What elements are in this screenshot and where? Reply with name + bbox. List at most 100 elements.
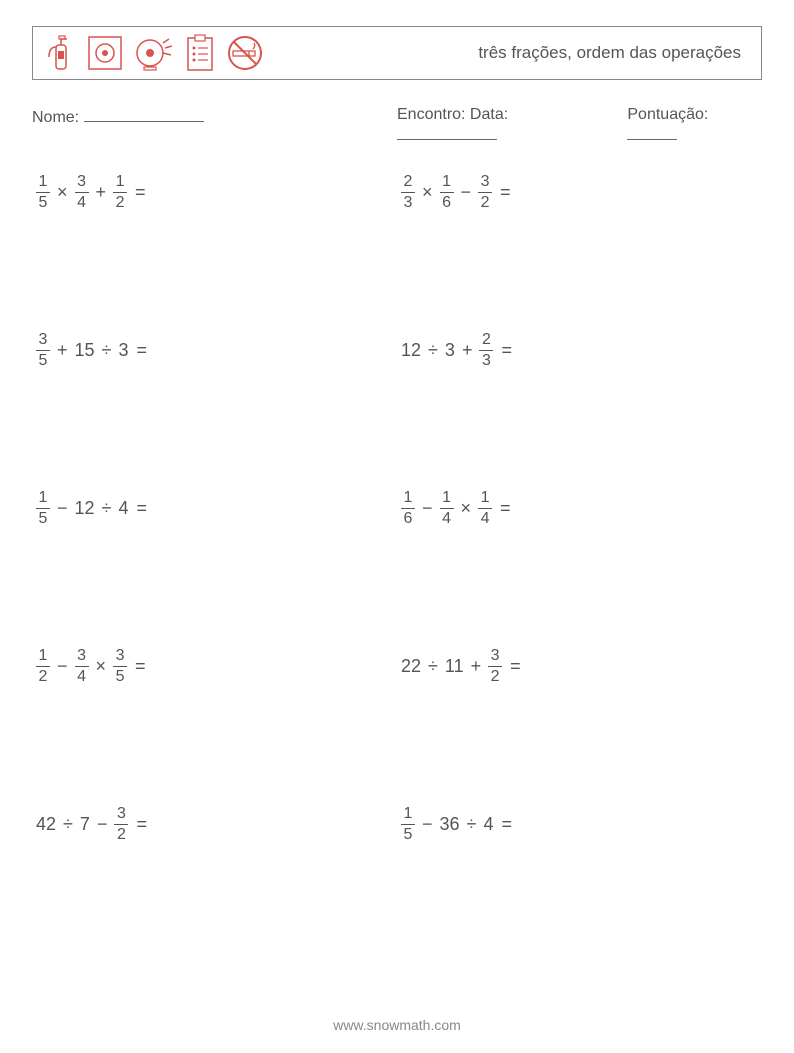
whole-number: 12 xyxy=(401,340,421,361)
operator: × xyxy=(460,498,473,519)
fraction: 34 xyxy=(75,173,89,211)
fraction-numerator: 1 xyxy=(402,805,415,823)
date-label: Encontro: Data: xyxy=(397,106,508,123)
fraction-bar xyxy=(36,666,50,667)
expression: 15−12÷4= xyxy=(36,489,397,527)
fraction: 23 xyxy=(479,331,493,369)
whole-number: 36 xyxy=(440,814,460,835)
fraction-bar xyxy=(440,508,454,509)
fire-extinguisher-icon xyxy=(43,33,77,73)
operator: − xyxy=(421,814,434,835)
fraction-bar xyxy=(401,508,415,509)
equals-sign: = xyxy=(133,656,146,677)
problem-cell: 42÷7−32= xyxy=(32,805,397,843)
expression: 12−34×35= xyxy=(36,647,397,685)
operator: − xyxy=(56,656,69,677)
fraction-denominator: 5 xyxy=(37,352,50,370)
expression: 15−36÷4= xyxy=(401,805,762,843)
fraction: 35 xyxy=(36,331,50,369)
equals-sign: = xyxy=(134,814,147,835)
equals-sign: = xyxy=(134,498,147,519)
equals-sign: = xyxy=(133,182,146,203)
fraction-denominator: 2 xyxy=(479,194,492,212)
fraction-denominator: 2 xyxy=(115,826,128,844)
fraction: 16 xyxy=(440,173,454,211)
fraction-denominator: 5 xyxy=(37,510,50,528)
problem-cell: 15×34+12= xyxy=(32,173,397,211)
fraction-denominator: 5 xyxy=(114,668,127,686)
name-label: Nome: xyxy=(32,109,79,126)
date-blank[interactable] xyxy=(397,124,497,140)
problem-row: 15×34+12=23×16−32= xyxy=(32,173,762,331)
operator: + xyxy=(56,340,69,361)
fraction: 14 xyxy=(440,489,454,527)
fraction-denominator: 6 xyxy=(402,510,415,528)
info-line: Nome: Encontro: Data: Pontuação: xyxy=(32,106,762,145)
operator: ÷ xyxy=(62,814,74,835)
operator: + xyxy=(461,340,474,361)
fraction-numerator: 3 xyxy=(37,331,50,349)
fraction: 14 xyxy=(478,489,492,527)
fraction-denominator: 4 xyxy=(75,668,88,686)
worksheet-page: três frações, ordem das operações Nome: … xyxy=(0,0,794,963)
fraction-denominator: 2 xyxy=(114,194,127,212)
operator: ÷ xyxy=(427,340,439,361)
fraction-bar xyxy=(479,350,493,351)
fraction-bar xyxy=(36,192,50,193)
problem-row: 15−12÷4=16−14×14= xyxy=(32,489,762,647)
problem-row: 35+15÷3=12÷3+23= xyxy=(32,331,762,489)
whole-number: 4 xyxy=(483,814,493,835)
problem-cell: 15−36÷4= xyxy=(397,805,762,843)
fraction-numerator: 3 xyxy=(115,805,128,823)
expression: 42÷7−32= xyxy=(36,805,397,843)
score-blank[interactable] xyxy=(627,124,677,140)
problem-cell: 15−12÷4= xyxy=(32,489,397,527)
fraction-bar xyxy=(113,666,127,667)
fraction-numerator: 1 xyxy=(402,489,415,507)
header-icons xyxy=(43,33,265,73)
expression: 23×16−32= xyxy=(401,173,762,211)
fire-alarm-box-icon xyxy=(85,33,125,73)
fraction-denominator: 2 xyxy=(489,668,502,686)
fraction-denominator: 6 xyxy=(440,194,453,212)
equals-sign: = xyxy=(499,340,512,361)
fraction-numerator: 1 xyxy=(37,489,50,507)
problem-cell: 12−34×35= xyxy=(32,647,397,685)
problem-cell: 16−14×14= xyxy=(397,489,762,527)
problem-cell: 23×16−32= xyxy=(397,173,762,211)
expression: 16−14×14= xyxy=(401,489,762,527)
operator: − xyxy=(460,182,473,203)
expression: 12 ÷ 3 +23 = xyxy=(401,331,762,369)
expression: 22÷11+32= xyxy=(401,647,762,685)
fraction: 32 xyxy=(478,173,492,211)
fraction-bar xyxy=(478,192,492,193)
fraction-numerator: 1 xyxy=(479,489,492,507)
no-smoking-icon xyxy=(225,33,265,73)
operator: × xyxy=(56,182,69,203)
equals-sign: = xyxy=(508,656,521,677)
fraction: 32 xyxy=(114,805,128,843)
problem-row: 12−34×35=22÷11+32= xyxy=(32,647,762,805)
fraction: 15 xyxy=(401,805,415,843)
fraction-bar xyxy=(478,508,492,509)
fraction-numerator: 1 xyxy=(440,173,453,191)
equals-sign: = xyxy=(498,182,511,203)
problems-grid: 15×34+12=23×16−32=35+15÷3=12÷3+23=15−12÷… xyxy=(32,173,762,963)
whole-number: 3 xyxy=(445,340,455,361)
fraction-numerator: 3 xyxy=(489,647,502,665)
whole-number: 22 xyxy=(401,656,421,677)
operator: − xyxy=(96,814,109,835)
fraction-numerator: 2 xyxy=(480,331,493,349)
operator: × xyxy=(95,656,108,677)
score-field: Pontuação: xyxy=(627,106,762,145)
fraction-bar xyxy=(36,350,50,351)
operator: + xyxy=(95,182,108,203)
fraction: 16 xyxy=(401,489,415,527)
name-blank[interactable] xyxy=(84,106,204,122)
fraction-denominator: 3 xyxy=(402,194,415,212)
operator: ÷ xyxy=(427,656,439,677)
fraction-denominator: 4 xyxy=(75,194,88,212)
header-box: três frações, ordem das operações xyxy=(32,26,762,80)
fraction-denominator: 4 xyxy=(479,510,492,528)
fraction-bar xyxy=(36,508,50,509)
